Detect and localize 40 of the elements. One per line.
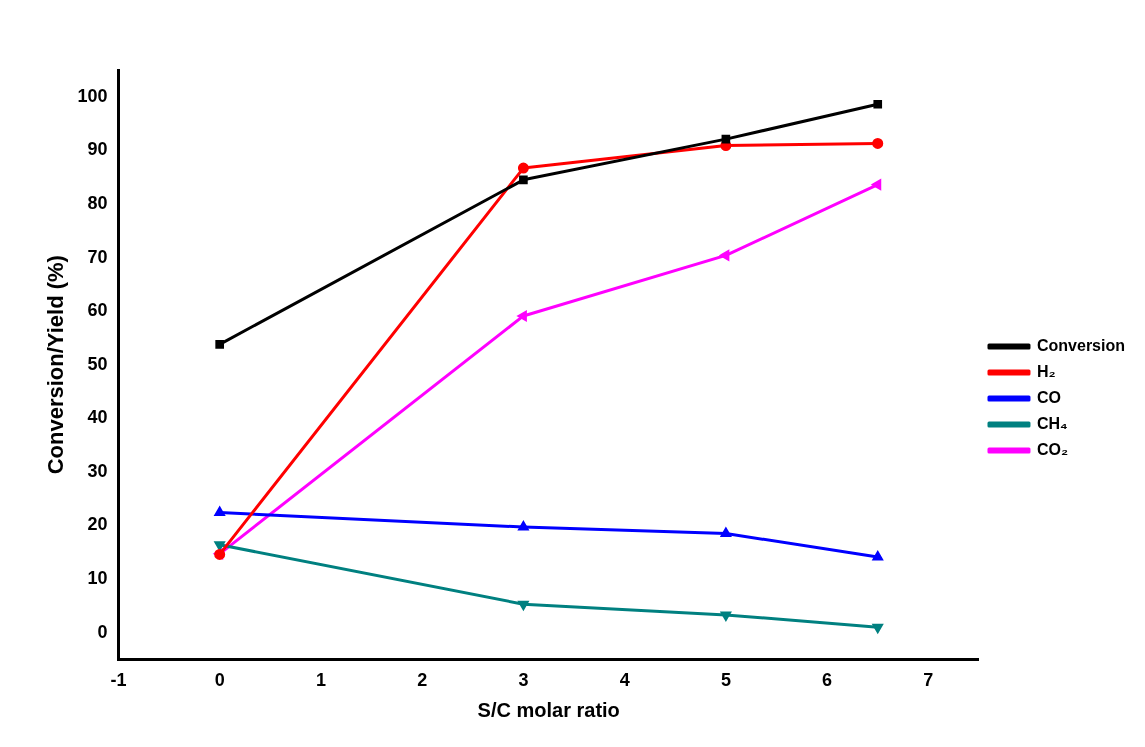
x-tick-label: 6 bbox=[822, 670, 833, 691]
legend-label: CH₄ bbox=[1036, 414, 1068, 432]
y-tick-label: 100 bbox=[77, 85, 108, 106]
point bbox=[720, 527, 731, 537]
y-tick-label: 0 bbox=[97, 621, 108, 642]
legend-label: CO₂ bbox=[1036, 440, 1069, 458]
y-tick-label: 20 bbox=[87, 514, 108, 535]
legend-label: H₂ bbox=[1036, 362, 1056, 380]
x-tick-label: 2 bbox=[417, 670, 428, 691]
y-tick-label: 50 bbox=[87, 353, 108, 374]
point bbox=[518, 521, 529, 531]
x-tick-label: 1 bbox=[315, 670, 326, 691]
y-tick-label: 60 bbox=[87, 300, 108, 321]
y-axis-title: Conversion/Yield (%) bbox=[43, 255, 69, 475]
point bbox=[720, 611, 731, 621]
legend-label: Conversion bbox=[1036, 336, 1125, 354]
point bbox=[720, 250, 730, 261]
x-tick-label: 0 bbox=[214, 670, 225, 691]
y-tick-label: 90 bbox=[87, 139, 108, 160]
x-tick-label: 7 bbox=[923, 670, 934, 691]
point bbox=[873, 99, 883, 109]
point bbox=[517, 310, 527, 321]
point bbox=[215, 340, 224, 349]
x-tick-label: 4 bbox=[619, 670, 630, 691]
x-tick-label: 3 bbox=[518, 670, 529, 691]
y-tick-label: 30 bbox=[87, 460, 108, 481]
x-tick-label: -1 bbox=[110, 670, 127, 691]
point bbox=[517, 162, 529, 174]
legend-label: CO bbox=[1036, 388, 1061, 406]
point bbox=[872, 137, 884, 149]
y-tick-label: 70 bbox=[87, 246, 108, 267]
point bbox=[872, 551, 883, 561]
x-axis-title: S/C molar ratio bbox=[477, 698, 620, 721]
y-tick-label: 10 bbox=[87, 568, 108, 588]
y-tick-label: 80 bbox=[87, 192, 108, 213]
y-tick-label: 40 bbox=[87, 407, 108, 428]
point bbox=[721, 134, 731, 144]
x-tick-label: 5 bbox=[720, 670, 731, 691]
point bbox=[214, 541, 225, 551]
point bbox=[519, 175, 528, 185]
